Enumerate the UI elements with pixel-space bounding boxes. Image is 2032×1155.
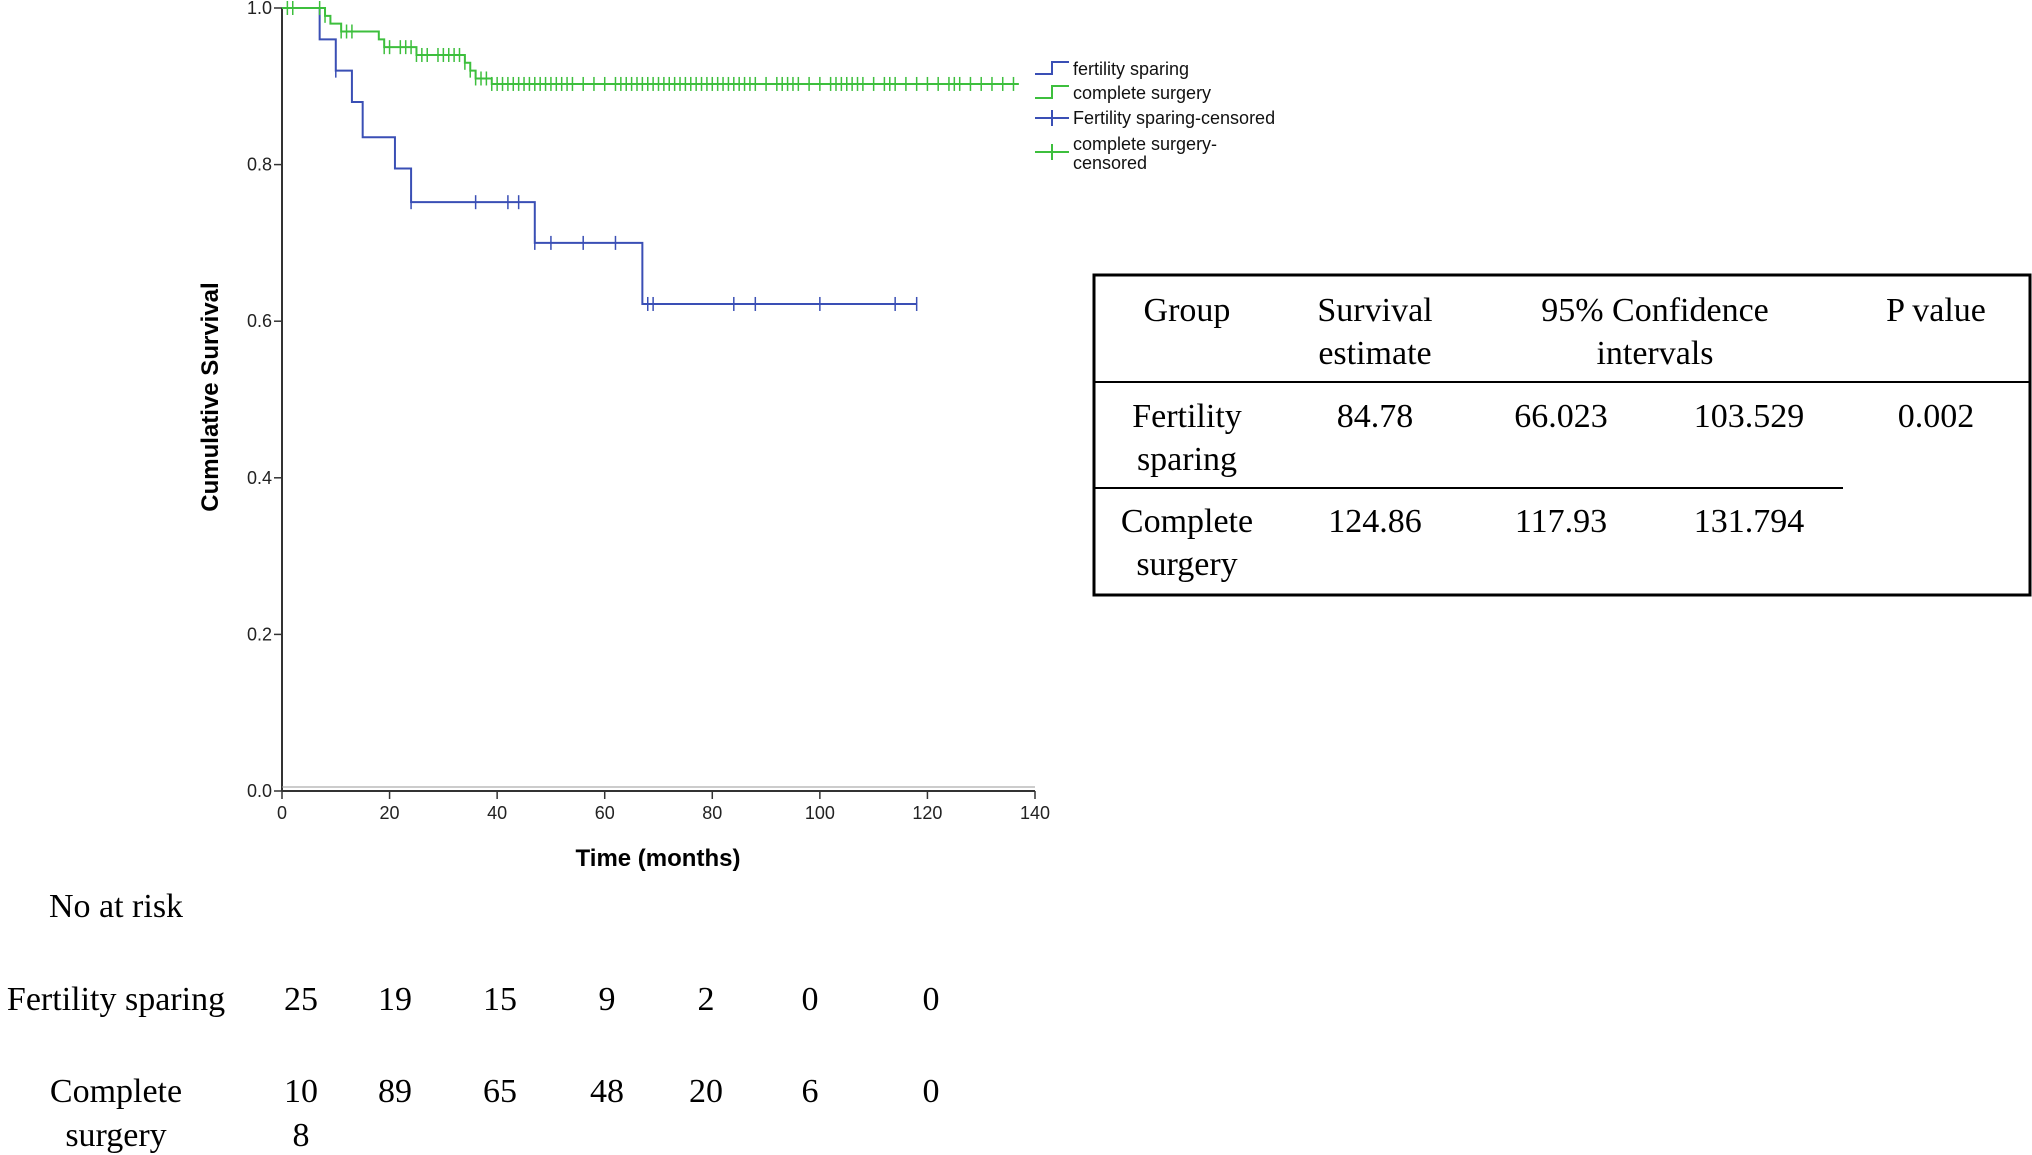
stats-table: Group Survival estimate 95% Confidence i… [1092,273,2032,597]
x-tick-label: 140 [1020,803,1050,823]
stats-row2-group-2: surgery [1136,546,1237,583]
y-ticks: 0.0 0.2 0.4 0.6 0.8 1.0 [247,0,282,801]
stats-row1-ci-high: 103.529 [1694,398,1805,435]
stats-row2-ci-low: 117.93 [1515,503,1607,540]
risk-heading: No at risk [49,888,183,925]
risk-row2-first-2: 8 [293,1117,310,1154]
stats-row1-ci-low: 66.023 [1514,398,1608,435]
stats-row2-group-1: Complete [1121,503,1253,540]
stats-row1-estimate: 84.78 [1337,398,1414,435]
risk-row2-value: 0 [923,1073,940,1110]
risk-row2-value: 6 [802,1073,819,1110]
stats-header-p: P value [1886,292,1986,329]
legend-complete-censored-label-2: censored [1073,153,1147,173]
risk-row2-value: 65 [483,1073,517,1110]
x-tick-label: 60 [595,803,615,823]
risk-row2-value: 20 [689,1073,723,1110]
risk-row2-value: 89 [378,1073,412,1110]
risk-row2-first-1: 10 [284,1073,318,1110]
legend: fertility sparing complete surgery Ferti… [1035,59,1275,173]
x-tick-label: 80 [702,803,722,823]
y-tick-label: 0.4 [247,468,272,488]
series-line-1 [282,7,1019,85]
y-tick-label: 0.6 [247,311,272,331]
risk-row1-value: 19 [378,981,412,1018]
risk-row2-label-2: surgery [65,1117,166,1154]
legend-complete-label: complete surgery [1073,83,1211,103]
x-tick-label: 100 [805,803,835,823]
stats-header-estimate-2: estimate [1318,335,1431,372]
risk-row1-value: 15 [483,981,517,1018]
x-axis-label: Time (months) [576,845,741,872]
series-layer [282,1,1019,311]
stats-row1-group-2: sparing [1137,441,1237,478]
plot-area: 0.0 0.2 0.4 0.6 0.8 1.0 0 20 40 60 80 100 120 140 [247,0,1050,823]
stats-header-ci-1: 95% Confidence [1541,292,1769,329]
x-tick-label: 20 [380,803,400,823]
x-tick-label: 120 [912,803,942,823]
x-ticks: 0 20 40 60 80 100 120 140 [277,791,1050,823]
legend-fertility-line [1035,61,1069,75]
stats-row2-estimate: 124.86 [1328,503,1422,540]
risk-row1-value: 25 [284,981,318,1018]
y-axis-label: Cumulative Survival [197,282,224,511]
y-tick-label: 1.0 [247,0,272,18]
stats-row1-group-1: Fertility [1132,398,1242,435]
legend-complete-line [1035,85,1069,99]
legend-complete-censored-label-1: complete surgery- [1073,134,1217,154]
risk-row1-value: 2 [698,981,715,1018]
risk-row1-value: 0 [923,981,940,1018]
legend-fertility-censored-label: Fertility sparing-censored [1073,108,1275,128]
stats-row2-ci-high: 131.794 [1694,503,1805,540]
x-tick-label: 0 [277,803,287,823]
x-tick-label: 40 [487,803,507,823]
risk-row1-value: 0 [802,981,819,1018]
risk-row1-value: 9 [599,981,616,1018]
stats-header-estimate-1: Survival [1317,292,1432,329]
series-line-0 [282,7,917,305]
stats-row1-p: 0.002 [1898,398,1975,435]
legend-fertility-label: fertility sparing [1073,59,1189,79]
y-tick-label: 0.8 [247,155,272,175]
stats-table-border [1092,273,2032,597]
risk-row2-label-1: Complete [50,1073,182,1110]
stats-header-group: Group [1144,292,1231,329]
risk-table: No at risk Fertility sparing 25 19 15 9 … [7,888,940,1154]
y-tick-label: 0.2 [247,624,272,644]
y-tick-label: 0.0 [247,781,272,801]
risk-row2-value: 48 [590,1073,624,1110]
stats-header-ci-2: intervals [1596,335,1713,372]
risk-row1-label: Fertility sparing [7,981,225,1018]
